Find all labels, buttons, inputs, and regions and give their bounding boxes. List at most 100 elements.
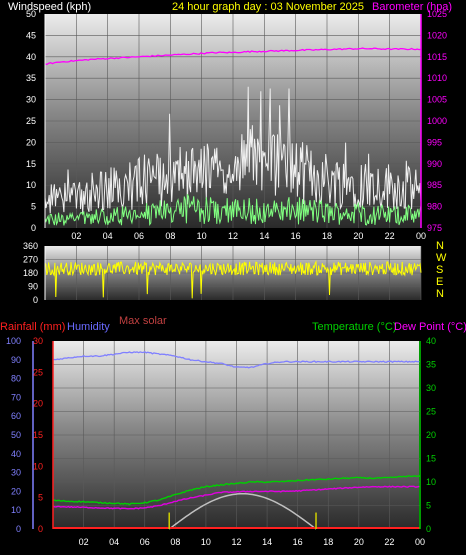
humidity-tick: 70 bbox=[11, 392, 21, 402]
compass-label: N bbox=[436, 240, 444, 252]
humidity-tick: 40 bbox=[11, 449, 21, 459]
compass-label: N bbox=[436, 288, 444, 300]
temperature-x-tick: 20 bbox=[354, 537, 364, 547]
wind-x-tick: 10 bbox=[197, 231, 207, 241]
humidity-title: Humidity bbox=[67, 321, 110, 333]
barometer-tick-labels: 975 980 985 990 995 1000 1005 1010 1015 1020 1025 bbox=[427, 9, 447, 233]
temperature-tick: 5 bbox=[426, 501, 431, 511]
rainfall-tick: 5 bbox=[38, 493, 43, 503]
wind-x-tick: 06 bbox=[134, 231, 144, 241]
rainfall-title: Rainfall (mm) bbox=[0, 321, 65, 333]
wind-x-tick: 08 bbox=[165, 231, 175, 241]
windspeed-title: Windspeed (kph) bbox=[8, 1, 91, 13]
wind-x-tick: 20 bbox=[353, 231, 363, 241]
barometer-tick: 990 bbox=[427, 159, 442, 169]
humidity-tick: 0 bbox=[16, 524, 21, 534]
humidity-tick: 50 bbox=[11, 430, 21, 440]
wind-x-tick: 16 bbox=[291, 231, 301, 241]
humidity-tick: 30 bbox=[11, 468, 21, 478]
direction-gridlines bbox=[45, 246, 422, 300]
humidity-tick: 20 bbox=[11, 486, 21, 496]
direction-tick: 180 bbox=[23, 268, 38, 278]
temperature-tick-labels: 0 5 10 15 20 25 30 35 40 bbox=[426, 336, 436, 534]
temperature-tick: 15 bbox=[426, 454, 436, 464]
barometer-tick: 1025 bbox=[427, 9, 447, 19]
direction-tick-labels: 360 270 180 90 0 bbox=[23, 241, 38, 305]
dewpoint-line bbox=[52, 485, 420, 510]
humidity-tick: 60 bbox=[11, 411, 21, 421]
wind-x-tick: 14 bbox=[259, 231, 269, 241]
barometer-line bbox=[44, 47, 422, 66]
windspeed-tick: 40 bbox=[26, 52, 36, 62]
wind-direction-line bbox=[44, 260, 422, 299]
barometer-tick: 1005 bbox=[427, 95, 447, 105]
windspeed-tick: 5 bbox=[31, 202, 36, 212]
barometer-tick: 1010 bbox=[427, 73, 447, 83]
temperature-tick: 30 bbox=[426, 383, 436, 393]
compass-label: E bbox=[436, 276, 443, 288]
direction-tick: 90 bbox=[28, 282, 38, 292]
rainfall-tick: 30 bbox=[33, 336, 43, 346]
barometer-tick: 985 bbox=[427, 180, 442, 190]
windspeed-tick: 10 bbox=[26, 180, 36, 190]
temperature-tick: 40 bbox=[426, 336, 436, 346]
windspeed-tick: 0 bbox=[31, 223, 36, 233]
direction-series bbox=[44, 260, 422, 299]
rainfall-tick: 0 bbox=[38, 524, 43, 534]
wind-x-tick: 22 bbox=[385, 231, 395, 241]
direction-tick: 360 bbox=[23, 241, 38, 251]
temperature-x-tick: 08 bbox=[170, 537, 180, 547]
humidity-tick: 90 bbox=[11, 355, 21, 365]
max-solar-curve bbox=[168, 493, 317, 530]
temperature-x-tick: 18 bbox=[323, 537, 333, 547]
direction-tick: 270 bbox=[23, 255, 38, 265]
windspeed-tick: 45 bbox=[26, 30, 36, 40]
barometer-tick: 1000 bbox=[427, 116, 447, 126]
max-solar-title: Max solar bbox=[119, 315, 167, 327]
wind-x-tick-labels: 02 04 06 08 10 12 14 16 18 20 22 00 bbox=[71, 231, 426, 241]
wind-series bbox=[44, 47, 422, 227]
rainfall-tick: 15 bbox=[33, 430, 43, 440]
wind-gust-line bbox=[44, 86, 422, 214]
temperature-series bbox=[52, 351, 421, 530]
humidity-line bbox=[52, 351, 421, 369]
windspeed-tick: 25 bbox=[26, 116, 36, 126]
temperature-x-tick: 04 bbox=[109, 537, 119, 547]
temperature-x-tick-labels: 02 04 06 08 10 12 14 16 18 20 22 00 bbox=[79, 537, 425, 547]
humidity-tick-labels: 0 10 20 30 40 50 60 70 80 90 100 bbox=[6, 336, 21, 534]
wind-x-tick: 18 bbox=[322, 231, 332, 241]
barometer-title: Barometer (hpa) bbox=[372, 1, 452, 13]
wind-x-tick: 12 bbox=[228, 231, 238, 241]
humidity-tick: 10 bbox=[11, 505, 21, 515]
wind-x-tick: 00 bbox=[416, 231, 426, 241]
windspeed-tick: 30 bbox=[26, 95, 36, 105]
temperature-x-tick: 00 bbox=[415, 537, 425, 547]
wind-x-tick: 04 bbox=[103, 231, 113, 241]
temperature-x-tick: 12 bbox=[231, 537, 241, 547]
temperature-tick: 25 bbox=[426, 407, 436, 417]
rainfall-tick: 20 bbox=[33, 399, 43, 409]
rainfall-tick-labels: 0 5 10 15 20 25 30 bbox=[33, 336, 43, 534]
humidity-tick: 80 bbox=[11, 374, 21, 384]
barometer-tick: 975 bbox=[427, 223, 442, 233]
direction-tick: 0 bbox=[33, 295, 38, 305]
windspeed-tick: 15 bbox=[26, 159, 36, 169]
barometer-tick: 1020 bbox=[427, 30, 447, 40]
barometer-tick: 995 bbox=[427, 137, 442, 147]
temperature-tick: 20 bbox=[426, 430, 436, 440]
temperature-x-tick: 10 bbox=[201, 537, 211, 547]
temperature-tick: 0 bbox=[426, 524, 431, 534]
temperature-tick: 35 bbox=[426, 360, 436, 370]
humidity-tick: 100 bbox=[6, 336, 21, 346]
rainfall-tick: 25 bbox=[33, 367, 43, 377]
wind-x-tick: 02 bbox=[71, 231, 81, 241]
temperature-tick: 10 bbox=[426, 477, 436, 487]
temperature-x-tick: 14 bbox=[262, 537, 272, 547]
dewpoint-title: Dew Point (°C) bbox=[394, 321, 466, 333]
windspeed-tick: 35 bbox=[26, 73, 36, 83]
barometer-tick: 980 bbox=[427, 202, 442, 212]
graph-date-title: 24 hour graph day : 03 November 2025 bbox=[172, 1, 364, 13]
windspeed-tick: 20 bbox=[26, 137, 36, 147]
